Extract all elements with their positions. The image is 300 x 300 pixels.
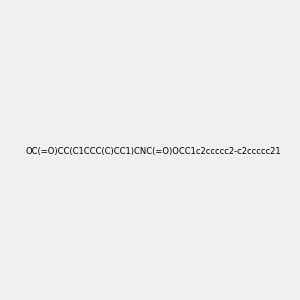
Text: OC(=O)CC(C1CCC(C)CC1)CNC(=O)OCC1c2ccccc2-c2ccccc21: OC(=O)CC(C1CCC(C)CC1)CNC(=O)OCC1c2ccccc2…: [26, 147, 282, 156]
